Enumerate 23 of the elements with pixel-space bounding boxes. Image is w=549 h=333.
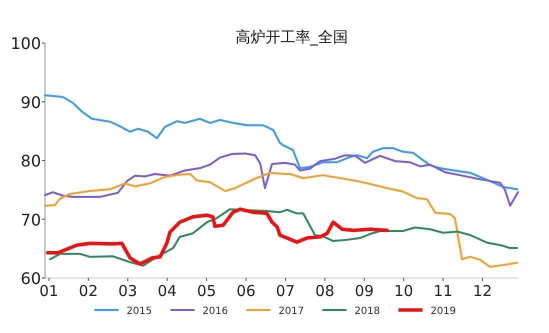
x-tick-label: 01	[39, 282, 58, 300]
y-tick-label: 70	[20, 210, 41, 230]
x-tick-label: 10	[394, 282, 414, 300]
x-tick-label: 07	[276, 282, 295, 300]
x-tick-label: 03	[118, 282, 138, 300]
legend-label: 2018	[354, 306, 380, 317]
y-tick-label: 80	[20, 152, 41, 170]
y-tick-label: 100	[10, 34, 41, 53]
x-tick-label: 02	[78, 282, 98, 300]
legend-label: 2017	[278, 306, 304, 317]
y-tick-label: 60	[20, 269, 41, 288]
x-tick-label: 06	[236, 282, 256, 300]
x-tick-label: 05	[197, 282, 216, 300]
x-tick-label: 12	[472, 282, 492, 300]
legend-label: 2016	[202, 306, 228, 317]
x-tick-label: 09	[354, 282, 374, 300]
x-tick-label: 11	[434, 282, 453, 300]
y-tick-label: 90	[20, 92, 41, 112]
legend-label: 2015	[126, 306, 152, 317]
x-tick-label: 04	[158, 282, 177, 300]
x-tick-label: 08	[315, 282, 334, 300]
title: 高炉开工率_全国	[235, 28, 348, 46]
legend-label: 2019	[430, 306, 456, 317]
